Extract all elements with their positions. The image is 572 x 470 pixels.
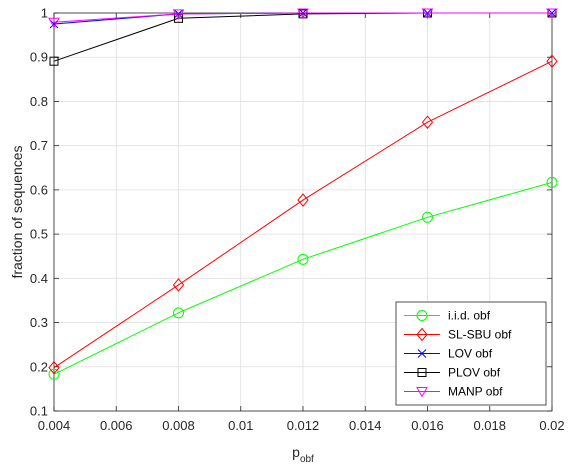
data-point — [48, 368, 60, 380]
y-tick-label: 0.8 — [30, 94, 48, 109]
legend-marker — [416, 327, 428, 342]
y-tick-label: 0.9 — [30, 50, 48, 65]
data-point — [421, 8, 434, 20]
legend-label: LOV obf — [448, 347, 493, 361]
x-tick-label: 0.014 — [349, 418, 382, 433]
y-tick-label: 0.7 — [30, 138, 48, 153]
x-tick-label: 0.02 — [539, 418, 564, 433]
legend-marker — [416, 310, 428, 321]
series-line — [53, 181, 553, 375]
x-tick-label: 0.01 — [228, 418, 253, 433]
data-point — [546, 8, 558, 20]
data-point — [297, 193, 309, 207]
data-point — [421, 115, 434, 130]
data-point — [48, 17, 60, 29]
legend-label: MANP obf — [448, 385, 503, 399]
y-tick-label: 1 — [41, 6, 48, 21]
legend-marker — [417, 349, 427, 358]
x-tick-label: 0.004 — [38, 418, 71, 433]
y-tick-label: 0.6 — [30, 182, 48, 197]
y-axis-label: fraction of sequences — [9, 145, 25, 278]
data-point — [422, 211, 433, 223]
axis-ticks: 0.004 0.006 0.008 0.01 0.012 0.014 0.016 0.018 0… — [30, 6, 565, 434]
x-axis-label-subscript: obf — [300, 454, 314, 465]
data-point — [173, 307, 184, 319]
data-point — [48, 360, 60, 375]
x-axis-label: pobf — [292, 444, 314, 465]
x-tick-label: 0.006 — [100, 418, 133, 433]
legend-label: PLOV obf — [448, 366, 501, 380]
legend-marker — [417, 368, 427, 377]
data-point — [172, 9, 185, 20]
y-tick-label: 0.5 — [30, 227, 48, 242]
series-line — [53, 12, 552, 23]
legend-marker — [416, 387, 428, 398]
y-tick-label: 0.4 — [30, 271, 48, 286]
legend-label: SL-SBU obf — [448, 328, 512, 342]
series-line — [53, 60, 553, 369]
y-tick-label: 0.3 — [30, 315, 48, 330]
x-tick-label: 0.008 — [162, 418, 195, 433]
x-tick-label: 0.012 — [287, 418, 320, 433]
data-point — [546, 54, 558, 68]
data-point — [49, 19, 59, 29]
legend: i.i.d. obf SL-SBU obf LOV obf PLOV obf MANP … — [395, 301, 547, 406]
data-point — [172, 278, 185, 292]
y-tick-label: 0.2 — [30, 359, 48, 374]
data-point — [49, 56, 59, 66]
series-group — [48, 8, 558, 380]
data-point — [546, 176, 558, 188]
x-axis-label-main: p — [292, 444, 300, 460]
data-point — [297, 8, 309, 20]
x-tick-label: 0.016 — [411, 418, 444, 433]
legend-label: i.i.d. obf — [448, 309, 491, 323]
x-tick-label: 0.018 — [473, 418, 506, 433]
y-tick-label: 0.1 — [30, 404, 48, 419]
data-point — [297, 253, 309, 265]
